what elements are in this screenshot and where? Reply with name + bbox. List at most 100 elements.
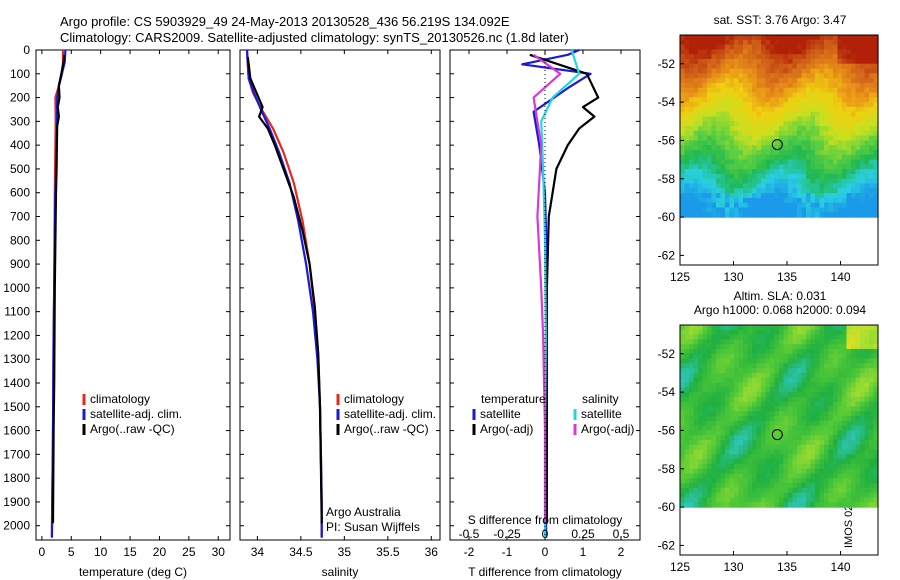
sla-map-cell (801, 416, 807, 422)
sst-map-cell (693, 193, 699, 199)
sla-map-cell (864, 463, 870, 470)
sst-map-cell (846, 44, 852, 50)
sla-map-cell (752, 348, 758, 355)
sst-map-cell (743, 173, 749, 180)
sst-map-cell (774, 183, 780, 189)
sla-map-cell (774, 430, 780, 436)
sst-map-cell (864, 193, 870, 199)
sla-map-cell (734, 382, 740, 388)
sla-map-cell (797, 344, 803, 350)
sla-map-cell (684, 411, 690, 417)
sst-map-cell (734, 111, 740, 118)
sla-map-cell (729, 487, 735, 494)
sst-map-cell (797, 73, 803, 79)
sst-map-cell (729, 126, 735, 132)
sst-map-cell (698, 145, 704, 151)
sla-map-cell (752, 444, 758, 451)
sst-map-cell (873, 159, 879, 165)
sst-map-cell (680, 82, 686, 89)
sla-map-cell (815, 483, 821, 489)
sla-map-cell (833, 425, 839, 432)
sst-map-cell (738, 73, 744, 79)
sla-map-cell (747, 497, 753, 503)
sst-map-cell (846, 188, 852, 194)
sst-map-cell (783, 49, 789, 55)
sst-map-cell (864, 140, 870, 146)
sst-map-cell (734, 58, 740, 65)
sla-map-cell (680, 411, 686, 417)
sla-map-cell (734, 435, 740, 441)
sst-map-cell (725, 97, 731, 103)
sla-map-cell (860, 440, 866, 446)
sst-map-cell (774, 126, 780, 132)
sst-map-cell (783, 82, 789, 89)
y-tick-label: 800 (10, 233, 30, 247)
sst-map-cell (680, 197, 686, 204)
sst-map-cell (702, 202, 708, 209)
sst-map-cell (851, 54, 857, 60)
sst-map-cell (842, 73, 848, 79)
sst-map-cell (680, 173, 686, 180)
sla-map-cell (846, 420, 852, 427)
sla-map-cell (851, 382, 857, 388)
sla-map-cell (833, 329, 839, 336)
sst-map-cell (873, 54, 879, 60)
sst-map-cell (864, 130, 870, 137)
sst-map-cell (819, 183, 825, 189)
sla-map-cell (761, 497, 767, 503)
sst-map-cell (734, 150, 740, 156)
sst-map-cell (806, 35, 812, 41)
sst-map-cell (716, 150, 722, 156)
sla-map-cell (738, 363, 744, 369)
sla-map-cell (725, 406, 731, 412)
sla-map-cell (828, 325, 834, 331)
sst-map-cell (819, 188, 825, 194)
sla-map-cell (707, 329, 713, 336)
sla-map-cell (815, 325, 821, 331)
sla-map-cell (720, 353, 726, 360)
sst-map-cell (815, 39, 821, 46)
sla-map-cell (869, 348, 875, 355)
sla-map-cell (752, 392, 758, 398)
sla-map-cell (869, 401, 875, 408)
sst-map-cell (783, 197, 789, 204)
sla-map-cell (806, 468, 812, 475)
sst-map-cell (702, 49, 708, 55)
sst-map-cell (815, 207, 821, 213)
sla-map-cell (851, 377, 857, 384)
sst-map-cell (833, 116, 839, 122)
sst-map-cell (689, 97, 695, 103)
sla-map-cell (855, 459, 861, 465)
sst-map-cell (747, 87, 753, 94)
sst-map-cell (774, 78, 780, 84)
sst-map-cell (729, 82, 735, 89)
y-tick-label: 1900 (3, 495, 30, 509)
sst-map-cell (779, 183, 785, 189)
sst-map-cell (846, 87, 852, 94)
sla-map-cell (680, 487, 686, 494)
sst-map-cell (680, 154, 686, 161)
sla-map-cell (824, 449, 830, 455)
sla-map-cell (707, 483, 713, 489)
sst-map-cell (819, 87, 825, 94)
sla-map-cell (824, 459, 830, 465)
sla-map-cell (747, 435, 753, 441)
sla-map-cell (797, 454, 803, 460)
sla-map-cell (864, 449, 870, 455)
sla-map-cell (680, 449, 686, 455)
sst-map-cell (716, 145, 722, 151)
sst-map-xtick-label: 135 (777, 270, 797, 284)
sst-map-cell (774, 121, 780, 127)
sla-map-cell (693, 478, 699, 484)
sst-map-cell (828, 54, 834, 60)
sla-map-cell (680, 478, 686, 484)
sla-map-cell (734, 473, 740, 479)
sla-map-cell (873, 401, 879, 408)
sla-map-cell (864, 483, 870, 489)
sst-map-cell (738, 106, 744, 113)
sst-map-cell (711, 49, 717, 55)
sla-map-cell (788, 411, 794, 417)
sst-map-cell (720, 159, 726, 165)
sst-map-cell (743, 87, 749, 94)
sla-map-cell (734, 368, 740, 374)
